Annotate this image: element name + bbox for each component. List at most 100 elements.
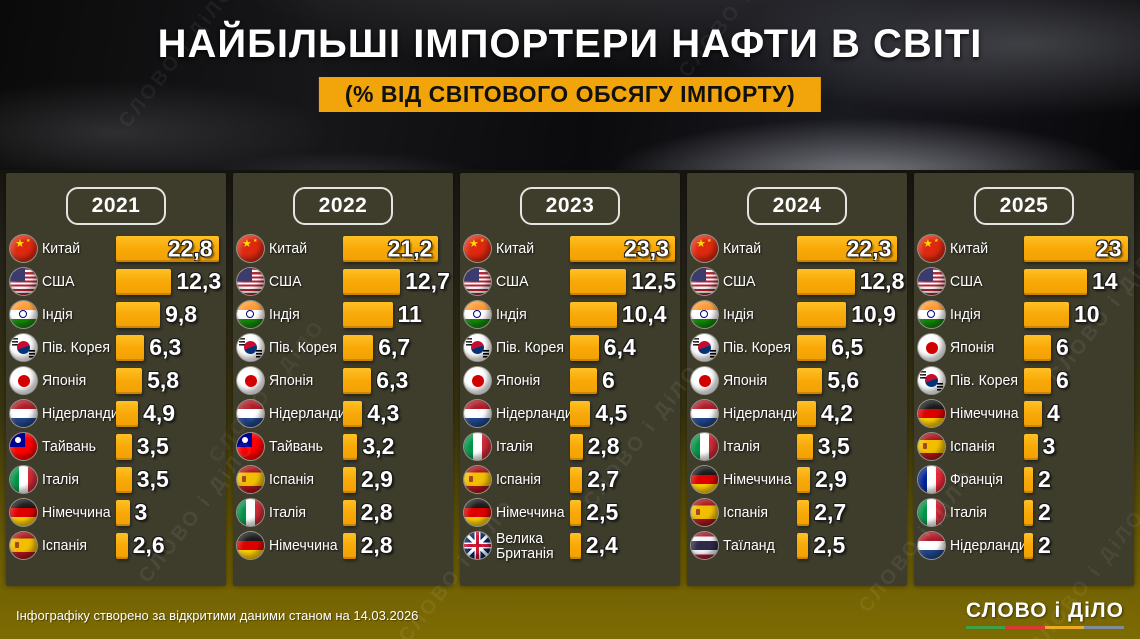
country-label: Пів. Корея — [269, 339, 337, 356]
value-bar: 23,3 — [570, 235, 675, 262]
value-label: 2 — [1038, 532, 1051, 558]
value-bar — [116, 466, 132, 493]
country-row: Іспанія 2,6 — [6, 529, 226, 562]
country-label: Японія — [950, 339, 995, 356]
country-label: США — [496, 273, 529, 290]
value-bar — [570, 268, 627, 295]
value-label: 6,3 — [376, 367, 409, 393]
value-label: 4,2 — [820, 400, 853, 426]
value-bar — [570, 400, 591, 427]
value-label: 10,9 — [851, 301, 896, 327]
year-label: 2022 — [293, 187, 393, 225]
flag-south-korea-icon — [918, 367, 945, 394]
country-label: Італія — [723, 438, 761, 455]
country-row: Італія 3,5 — [6, 463, 226, 496]
value-bar — [343, 301, 393, 328]
country-label: Пів. Корея — [723, 339, 791, 356]
country-label: Німеччина — [723, 471, 792, 488]
bar-group: 6 — [1024, 331, 1069, 364]
country-label: США — [42, 273, 75, 290]
value-bar: 22,8 — [116, 235, 219, 262]
value-label: 12,3 — [176, 268, 222, 294]
country-label: Нідерланди — [269, 405, 346, 422]
flag-usa-icon — [918, 268, 945, 295]
country-row: Китай 22,8 — [6, 232, 226, 265]
flag-taiwan-icon — [10, 433, 37, 460]
bar-group: 5,8 — [116, 364, 179, 397]
value-bar — [570, 301, 617, 328]
bar-group: 6,7 — [343, 331, 410, 364]
country-row: США 12,7 — [233, 265, 453, 298]
country-row: Китай 23,3 — [460, 232, 680, 265]
bar-group: 4,9 — [116, 397, 175, 430]
country-label: Таїланд — [723, 537, 775, 554]
flag-germany-icon — [237, 532, 264, 559]
page-title: НАЙБІЛЬШІ ІМПОРТЕРИ НАФТИ В СВІТІ — [157, 22, 983, 66]
bar-group: 3,2 — [343, 430, 394, 463]
value-label: 5,8 — [147, 367, 180, 393]
bar-group: 2 — [1024, 496, 1051, 529]
flag-spain-icon — [691, 499, 718, 526]
country-row: Індія 10 — [914, 298, 1134, 331]
value-label: 6 — [602, 367, 615, 393]
country-label: Нідерланди — [950, 537, 1027, 554]
country-row: Німеччина 2,9 — [687, 463, 907, 496]
country-row: Японія 6,3 — [233, 364, 453, 397]
value-label: 22,3 — [846, 235, 892, 261]
country-label: Іспанія — [496, 471, 542, 488]
country-row: США 12,3 — [6, 265, 226, 298]
bar-group: 2,6 — [116, 529, 165, 562]
value-bar — [116, 433, 132, 460]
flag-italy-icon — [464, 433, 491, 460]
value-bar — [1024, 499, 1033, 526]
year-panel-2023: 2023 Китай 23,3 США 12,5 Індія 10,4 Пів. Корея 6… — [460, 173, 680, 586]
value-label: 4,5 — [595, 400, 628, 426]
value-bar — [797, 367, 823, 394]
value-label: 3,5 — [136, 466, 169, 492]
value-label: 4 — [1047, 400, 1060, 426]
country-label: Нідерланди — [723, 405, 800, 422]
country-label: США — [723, 273, 756, 290]
value-label: 6 — [1056, 334, 1069, 360]
value-bar — [570, 433, 583, 460]
value-bar — [116, 532, 128, 559]
country-label: Індія — [496, 306, 527, 323]
country-label: США — [950, 273, 983, 290]
bar-group: 12,7 — [343, 265, 450, 298]
bar-group: 12,3 — [116, 265, 221, 298]
value-bar — [797, 532, 809, 559]
flag-japan-icon — [691, 367, 718, 394]
bar-group: 6,3 — [343, 364, 408, 397]
flag-france-icon — [918, 466, 945, 493]
value-bar: 23 — [1024, 235, 1128, 262]
bar-group: 3,5 — [116, 463, 169, 496]
country-row: Таїланд 2,5 — [687, 529, 907, 562]
value-bar — [116, 268, 172, 295]
bar-group: 23 — [1024, 232, 1128, 265]
bar-group: 6,5 — [797, 331, 863, 364]
flag-netherlands-icon — [237, 400, 264, 427]
country-label: Індія — [723, 306, 754, 323]
flag-south-korea-icon — [237, 334, 264, 361]
country-row: Пів. Корея 6,7 — [233, 331, 453, 364]
value-bar — [343, 532, 356, 559]
country-row: Німеччина 3 — [6, 496, 226, 529]
bar-group: 2,8 — [343, 496, 393, 529]
country-label: Нідерланди — [42, 405, 119, 422]
country-label: Італія — [496, 438, 534, 455]
value-bar — [343, 334, 374, 361]
value-label: 10,4 — [621, 301, 667, 327]
country-row: Тайвань 3,5 — [6, 430, 226, 463]
value-bar — [570, 532, 581, 559]
flag-netherlands-icon — [691, 400, 718, 427]
bar-group: 10,9 — [797, 298, 896, 331]
value-bar — [116, 499, 130, 526]
value-label: 12,8 — [859, 268, 905, 294]
country-label: Італія — [950, 504, 988, 521]
value-label: 23,3 — [624, 235, 669, 261]
country-row: Японія 5,8 — [6, 364, 226, 397]
flag-india-icon — [10, 301, 37, 328]
country-row: Велика Британія 2,4 — [460, 529, 680, 562]
flag-netherlands-icon — [10, 400, 37, 427]
country-label: Японія — [496, 372, 541, 389]
